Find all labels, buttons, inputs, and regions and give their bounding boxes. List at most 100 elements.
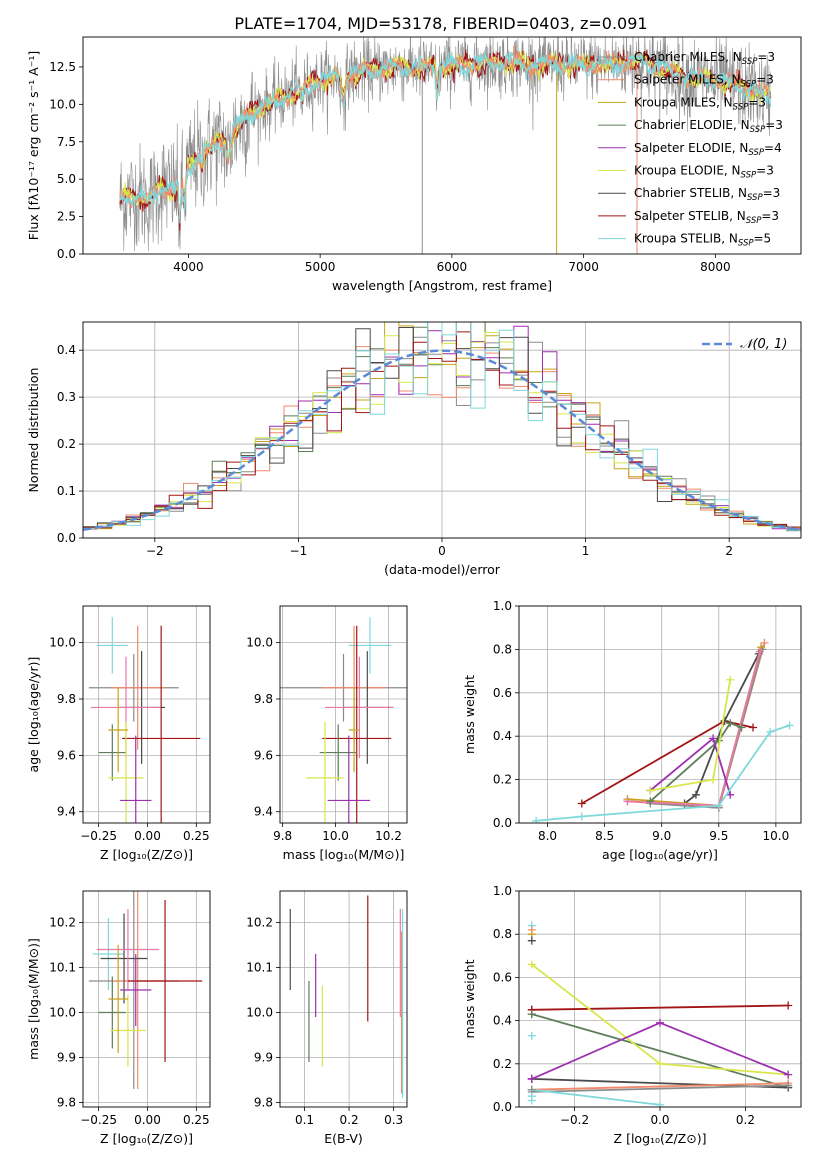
error-bar-point	[96, 909, 160, 990]
error-bar-point	[324, 656, 394, 759]
figure-title: PLATE=1704, MJD=53178, FIBERID=0403, z=0…	[234, 14, 647, 33]
error-bar-point	[122, 625, 201, 823]
x-tick-label: −0.25	[80, 1113, 117, 1127]
x-tick-label: −0.2	[560, 1113, 589, 1127]
y-tick-label: 9.8	[254, 1096, 273, 1110]
y-tick-label: 10.0	[246, 636, 273, 650]
y-tick-label: 10.0	[49, 1006, 76, 1020]
model-spectrum-line	[119, 45, 772, 220]
y-tick-label: 9.9	[57, 1051, 76, 1065]
mass-weight-marker	[784, 1001, 793, 1010]
mass-weight-marker	[757, 643, 766, 652]
histogram-legend: 𝒩(0, 1)	[702, 337, 787, 352]
x-tick-label: 10.0	[763, 829, 790, 843]
x-axis-label: Z [log₁₀(Z/Z⊙)]	[614, 1131, 707, 1146]
plot-area	[532, 638, 794, 823]
x-tick-label: −2	[146, 544, 164, 558]
legend-suffix: =3	[761, 209, 779, 223]
y-tick-label: 0.2	[493, 773, 512, 787]
y-tick-label: 9.9	[254, 1051, 273, 1065]
legend-name: Salpeter STELIB, N	[634, 209, 746, 223]
error-bar-point	[127, 900, 203, 1062]
legend-suffix: =3	[756, 73, 774, 87]
y-tick-label: 9.8	[254, 692, 273, 706]
mass-weight-marker	[527, 1031, 536, 1040]
error-bar-point	[110, 994, 146, 1067]
error-bar-point	[98, 724, 126, 781]
error-bar-point	[98, 976, 126, 1049]
legend-name: Salpeter MILES, N	[634, 73, 741, 87]
error-bar-point	[92, 918, 125, 990]
y-axis-label: mass [log₁₀(M/M⊙)]	[26, 938, 41, 1060]
y-tick-label: 10.1	[49, 961, 76, 975]
y-tick-label: 0.8	[493, 927, 512, 941]
error-bar-point	[348, 617, 392, 674]
massweight-vs-age-panel: 8.0 8.5 9.0 9.5 10.0 0.0 0.2 0.4 0.6 0.8 1.0 age [l…	[462, 599, 802, 862]
x-tick-label: 5000	[305, 260, 336, 274]
error-bar-point	[108, 687, 128, 773]
error-bar-point	[319, 724, 357, 781]
plot-area	[280, 617, 407, 823]
x-tick-label: 7000	[568, 260, 599, 274]
plot-area	[88, 891, 203, 1089]
legend-entry: Chabrier ELODIE, NSSP=3	[634, 118, 783, 135]
y-tick-label: 0.4	[57, 343, 76, 357]
error-bar-point	[306, 721, 344, 823]
error-bar-point	[120, 954, 152, 1026]
y-tick-label: 0.4	[493, 729, 512, 743]
legend-name: Chabrier ELODIE, N	[634, 118, 750, 132]
y-tick-label: 9.4	[254, 805, 273, 819]
legend-subscript: SSP	[741, 80, 757, 90]
mass-weight-line	[531, 1004, 789, 1011]
y-tick-label: 12.5	[49, 60, 76, 74]
spectrum-panel: 4000 5000 6000 7000 8000 0.0 2.5 5.0 7.5 10.0 12.5…	[26, 36, 802, 293]
x-axis-label: mass [log₁₀(M/M⊙)]	[283, 847, 405, 862]
y-tick-label: 0.6	[493, 686, 512, 700]
mass-weight-line	[531, 1013, 789, 1089]
plot-area	[289, 895, 404, 1098]
x-tick-label: 0.1	[295, 1113, 314, 1127]
x-axis-label: Z [log₁₀(Z/Z⊙)]	[100, 1131, 193, 1146]
x-tick-label: 10.0	[322, 829, 349, 843]
error-bar-point	[100, 913, 148, 1004]
mass-weight-marker	[527, 1096, 536, 1105]
legend-subscript: SSP	[746, 216, 762, 226]
y-axis-label: mass weight	[462, 675, 477, 754]
axes-frame	[82, 321, 802, 539]
mass-weight-marker	[656, 1100, 664, 1107]
y-tick-label: 10.0	[246, 1006, 273, 1020]
legend-suffix: =3	[756, 164, 774, 178]
mass-weight-line	[531, 1088, 661, 1106]
legend-subscript: SSP	[748, 148, 764, 158]
observed-spectrum-line	[119, 37, 771, 252]
x-tick-label: 0	[438, 544, 446, 558]
y-tick-label: 1.0	[493, 884, 512, 898]
error-bar-point	[322, 625, 392, 823]
normal-distribution-curve	[83, 349, 801, 532]
mass-weight-line	[649, 722, 742, 802]
y-tick-label: 0.3	[57, 390, 76, 404]
mass-weight-marker	[749, 723, 758, 732]
x-tick-label: 0.2	[736, 1113, 755, 1127]
x-tick-label: 6000	[437, 260, 468, 274]
legend-suffix: =3	[748, 95, 766, 109]
legend-entry: Salpeter STELIB, NSSP=3	[634, 209, 779, 226]
mass-weight-marker	[646, 797, 655, 806]
legend-subscript: SSP	[747, 193, 763, 203]
legend-entry: Salpeter MILES, NSSP=3	[634, 73, 774, 90]
y-tick-label: 0.2	[493, 1057, 512, 1071]
y-axis-label: Flux [fλ10⁻¹⁷ erg cm⁻² s⁻¹ A⁻¹]	[26, 51, 41, 240]
axes-frame	[279, 890, 408, 1108]
legend-subscript: SSP	[742, 57, 758, 67]
error-bar-point	[348, 687, 360, 773]
mass-weight-marker	[709, 775, 718, 784]
mass-weight-marker	[646, 786, 655, 795]
legend-suffix: =4	[764, 141, 782, 155]
massweight-vs-metallicity-panel: −0.2 0.0 0.2 0.0 0.2 0.4 0.6 0.8 1.0 Z [log₁₀(Z/Z…	[462, 884, 802, 1146]
mass-weight-line	[650, 649, 764, 809]
x-tick-label: 9.5	[709, 829, 728, 843]
plot-area	[88, 617, 201, 823]
y-tick-label: 5.0	[57, 172, 76, 186]
